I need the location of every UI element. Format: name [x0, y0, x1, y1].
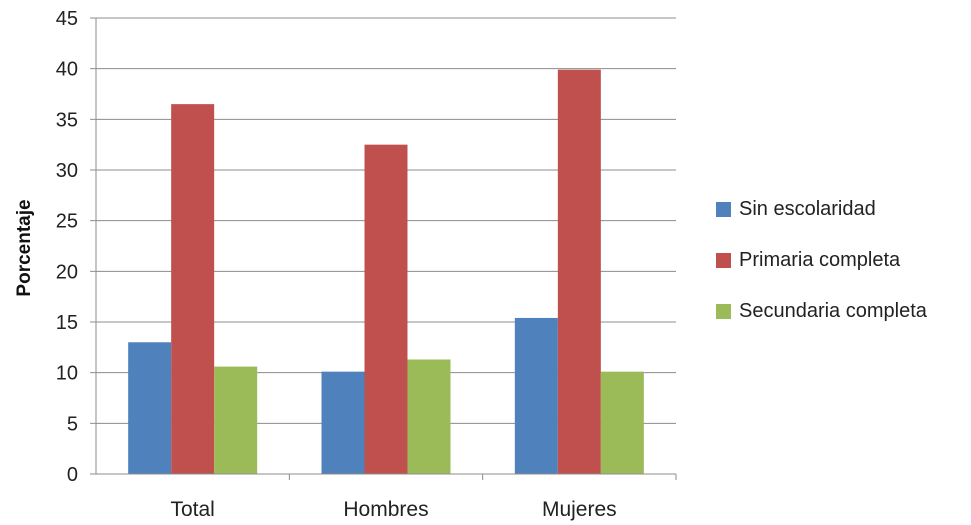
y-tick-label: 35 — [56, 109, 78, 131]
x-category-label: Mujeres — [542, 498, 617, 521]
bar-sin-escolaridad-mujeres — [514, 317, 558, 474]
x-category-label: Total — [170, 498, 214, 521]
bar-sin-escolaridad-hombres — [321, 371, 365, 474]
bar-primaria-completa-total — [171, 104, 215, 474]
bars — [128, 69, 644, 475]
y-tick-label: 15 — [56, 312, 78, 334]
legend-label: Secundaria completa — [739, 299, 927, 322]
bar-secundaria-completa-total — [214, 366, 258, 474]
bar-primaria-completa-mujeres — [557, 69, 601, 475]
legend-label: Primaria completa — [739, 248, 901, 271]
legend-item: Sin escolaridad — [716, 196, 927, 222]
legend-item: Primaria completa — [716, 247, 927, 273]
y-tick-label: 5 — [67, 413, 78, 435]
y-tick-label: 40 — [56, 59, 78, 81]
y-tick-label: 10 — [56, 363, 78, 385]
legend-swatch — [716, 252, 731, 268]
bar-secundaria-completa-mujeres — [600, 371, 644, 474]
y-axis-label: Porcentaje — [14, 199, 35, 296]
y-tick-label: 0 — [67, 464, 78, 486]
y-tick-label: 45 — [56, 8, 78, 30]
y-axis-ticks: 0 5 10 15 20 25 30 35 40 45 — [56, 8, 96, 486]
x-axis-categories: Total Hombres Mujeres — [170, 474, 677, 521]
y-tick-label: 25 — [56, 211, 78, 233]
legend: Sin escolaridad Primaria completa Secundar… — [716, 196, 927, 349]
bar-primaria-completa-hombres — [364, 144, 408, 474]
legend-label: Sin escolaridad — [739, 197, 876, 220]
y-tick-label: 20 — [56, 261, 78, 283]
legend-swatch — [716, 303, 731, 319]
bar-secundaria-completa-hombres — [407, 359, 451, 474]
x-category-label: Hombres — [343, 498, 428, 521]
legend-swatch — [716, 201, 731, 217]
legend-item: Secundaria completa — [716, 298, 927, 324]
bar-sin-escolaridad-total — [128, 342, 172, 474]
y-tick-label: 30 — [56, 160, 78, 182]
